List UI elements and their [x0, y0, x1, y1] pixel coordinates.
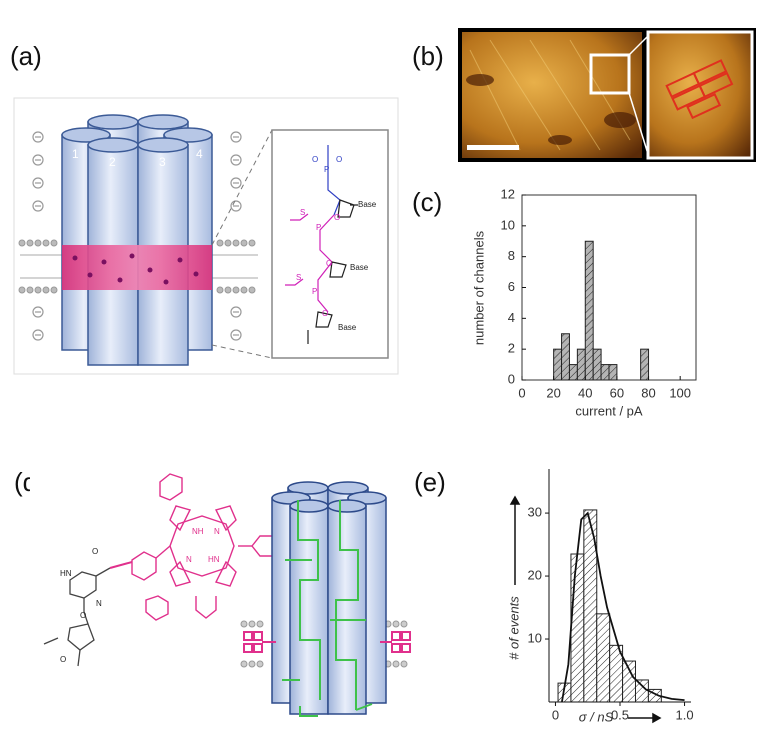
- x-tick-label: 0: [552, 707, 559, 722]
- bar: [623, 661, 636, 702]
- bar: [571, 554, 584, 702]
- y-tick-label: 8: [508, 248, 515, 263]
- atom: P: [324, 165, 329, 174]
- bar: [597, 614, 610, 702]
- bar: [585, 241, 593, 380]
- atom: N: [214, 527, 220, 536]
- plot-frame: [522, 195, 696, 380]
- bar: [562, 334, 570, 380]
- column-label: 4: [196, 147, 203, 161]
- figure: (a) (b) (c) (d) (e) 1 2 3 4: [0, 0, 760, 731]
- bar: [554, 349, 562, 380]
- y-tick-label: 10: [501, 217, 515, 232]
- column-label: 1: [72, 147, 79, 161]
- y-axis-label: # of events: [506, 596, 521, 660]
- atom: HN: [208, 555, 220, 564]
- x-tick-label: 80: [641, 385, 655, 400]
- x-axis-label: current / pA: [575, 403, 643, 418]
- bar: [569, 365, 577, 380]
- atom: N: [96, 599, 102, 608]
- afm-image: [458, 28, 756, 162]
- x-tick-label: 100: [669, 385, 691, 400]
- atom: O: [336, 155, 342, 164]
- diagram-d: O HN O N O NH N N HN: [30, 460, 414, 716]
- bar: [609, 365, 617, 380]
- atom: S: [300, 208, 305, 217]
- y-tick-label: 4: [508, 310, 515, 325]
- atom: HN: [60, 569, 72, 578]
- diagram-a: 1 2 3 4 O P O O S P O S P O Base Base Ba…: [14, 98, 398, 374]
- atom: O: [322, 309, 328, 318]
- atom: O: [312, 155, 318, 164]
- panel-label: (a): [10, 41, 42, 71]
- atom: P: [316, 223, 321, 232]
- y-tick-label: 30: [528, 505, 542, 520]
- atom: O: [334, 213, 340, 222]
- x-tick-label: 20: [546, 385, 560, 400]
- y-tick-label: 6: [508, 279, 515, 294]
- y-tick-label: 10: [528, 630, 542, 645]
- y-axis-label: number of channels: [471, 230, 486, 345]
- atom: N: [186, 555, 192, 564]
- column-label: 2: [109, 155, 116, 169]
- y-tick-label: 12: [501, 186, 515, 201]
- atom: O: [326, 259, 332, 268]
- x-tick-label: 0.5: [611, 707, 629, 722]
- bar: [635, 680, 648, 702]
- bar: [601, 365, 609, 380]
- bar: [577, 349, 585, 380]
- x-tick-label: 40: [578, 385, 592, 400]
- atom: NH: [192, 527, 204, 536]
- base-label: Base: [358, 200, 377, 209]
- bar: [593, 349, 601, 380]
- atom: O: [60, 655, 66, 664]
- column-label: 3: [159, 155, 166, 169]
- y-tick-label: 2: [508, 341, 515, 356]
- panel-label: (b): [412, 41, 444, 71]
- atom: O: [92, 547, 98, 556]
- base-label: Base: [338, 323, 357, 332]
- bar: [641, 349, 649, 380]
- atom: P: [312, 287, 317, 296]
- x-tick-label: 1.0: [676, 707, 694, 722]
- y-tick-label: 20: [528, 567, 542, 582]
- panel-label: (e): [414, 467, 446, 497]
- x-axis-label: σ / nS: [579, 709, 614, 724]
- atom: S: [296, 273, 301, 282]
- panel-label: (c): [412, 187, 442, 217]
- base-label: Base: [350, 263, 369, 272]
- x-tick-label: 60: [610, 385, 624, 400]
- y-tick-label: 0: [508, 371, 515, 386]
- x-tick-label: 0: [518, 385, 525, 400]
- atom: O: [80, 611, 86, 620]
